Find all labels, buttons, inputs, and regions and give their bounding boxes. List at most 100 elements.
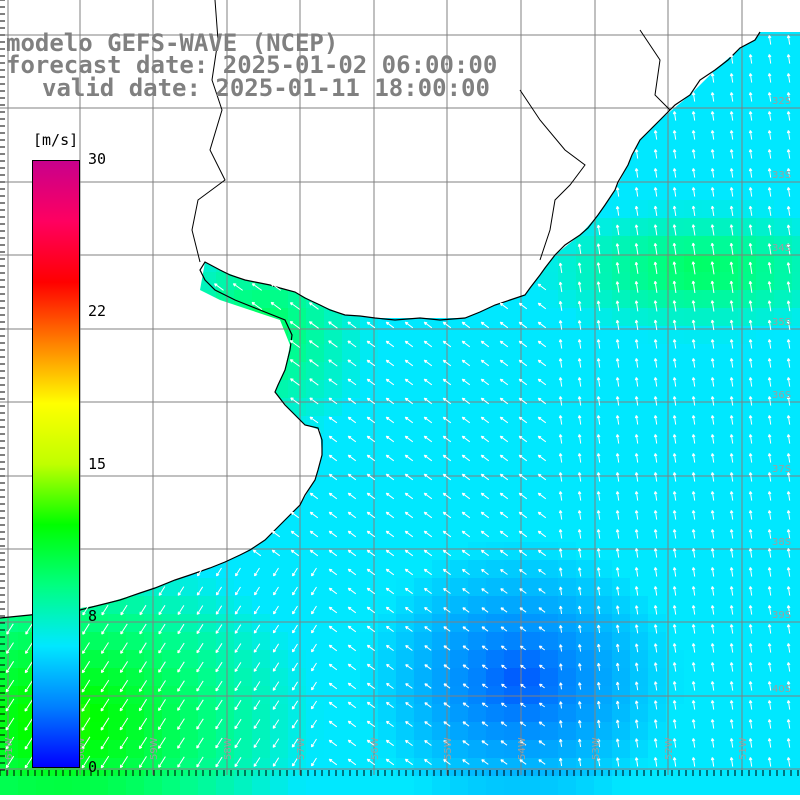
wind-arrow: [423, 359, 433, 367]
wind-arrow: [272, 681, 280, 691]
field-cell: [720, 254, 739, 273]
wind-arrow: [767, 149, 772, 159]
wind-arrow: [499, 359, 509, 367]
wind-arrow: [729, 187, 734, 197]
field-cell: [630, 578, 649, 597]
wind-arrow: [537, 511, 547, 519]
field-cell: [648, 506, 667, 525]
field-cell: [558, 272, 577, 291]
field-cell: [702, 200, 721, 219]
field-cell: [558, 470, 577, 489]
wind-arrow: [215, 680, 223, 692]
wind-arrow: [710, 700, 715, 710]
field-cell: [216, 632, 235, 651]
wind-arrow: [672, 700, 677, 710]
wind-arrow: [443, 607, 451, 613]
wind-arrow: [518, 530, 528, 538]
wind-arrow: [559, 682, 563, 690]
wind-arrow: [328, 606, 338, 614]
field-cell: [360, 506, 379, 525]
field-cell: [486, 542, 505, 561]
field-cell: [774, 740, 793, 759]
field-cell: [684, 398, 703, 417]
wind-arrow: [596, 491, 601, 501]
wind-arrow: [309, 302, 319, 310]
wind-arrow: [634, 643, 639, 653]
wind-arrow: [119, 679, 129, 693]
field-cell: [306, 632, 325, 651]
field-cell: [342, 362, 361, 381]
wind-arrow: [691, 300, 696, 312]
colorbar-tick-22: 22: [88, 302, 107, 320]
field-cell: [540, 416, 559, 435]
field-cell: [378, 470, 397, 489]
field-cell: [486, 326, 505, 345]
wind-arrow: [729, 319, 734, 331]
wind-arrow: [253, 700, 261, 711]
wind-arrow: [100, 698, 110, 712]
wind-arrow: [786, 434, 791, 444]
wind-arrow: [578, 682, 582, 690]
field-cell: [468, 560, 487, 579]
wind-arrow: [691, 280, 696, 294]
wind-arrow: [443, 588, 451, 594]
wind-arrow: [501, 664, 507, 670]
field-cell: [702, 704, 721, 723]
field-cell: [720, 434, 739, 453]
wind-arrow: [254, 567, 260, 577]
field-cell: [504, 452, 523, 471]
wind-arrow: [748, 643, 753, 653]
wind-arrow: [672, 662, 677, 672]
field-cell: [432, 704, 451, 723]
wind-arrow: [786, 415, 791, 425]
field-cell: [414, 776, 433, 795]
wind-arrow: [767, 224, 772, 236]
field-cell: [648, 740, 667, 759]
wind-arrow: [577, 586, 582, 596]
wind-arrow: [615, 624, 620, 634]
field-cell: [198, 650, 217, 669]
wind-arrow: [786, 319, 791, 330]
field-cell: [702, 452, 721, 471]
field-cell: [522, 776, 541, 795]
wind-arrow: [767, 491, 772, 501]
field-cell: [288, 362, 307, 381]
field-cell: [414, 488, 433, 507]
field-cell: [468, 416, 487, 435]
field-cell: [126, 632, 145, 651]
field-cell: [432, 488, 451, 507]
wind-arrow: [289, 359, 300, 367]
field-cell: [720, 146, 739, 165]
wind-arrow: [691, 319, 696, 331]
wind-arrow: [158, 623, 166, 635]
field-cell: [342, 434, 361, 453]
field-cell: [594, 614, 613, 633]
field-cell: [324, 560, 343, 579]
wind-arrow: [634, 548, 639, 558]
field-cell: [720, 506, 739, 525]
field-cell: [756, 434, 775, 453]
wind-arrow: [234, 643, 242, 653]
wind-arrow: [767, 243, 772, 255]
wind-arrow: [615, 548, 620, 558]
field-cell: [792, 416, 800, 435]
field-cell: [468, 704, 487, 723]
wind-arrow: [366, 625, 376, 633]
field-cell: [234, 578, 253, 597]
field-cell: [738, 380, 757, 399]
field-cell: [720, 344, 739, 363]
field-cell: [324, 614, 343, 633]
field-cell: [468, 362, 487, 381]
field-cell: [756, 38, 775, 57]
field-cell: [684, 506, 703, 525]
field-cell: [792, 488, 800, 507]
wind-arrow: [291, 662, 299, 672]
field-cell: [576, 452, 595, 471]
wind-arrow: [672, 415, 677, 425]
field-cell: [180, 776, 199, 795]
field-cell: [648, 344, 667, 363]
wind-arrow: [559, 625, 563, 633]
wind-arrow: [748, 700, 753, 710]
field-cell: [540, 596, 559, 615]
valid-date: valid date: 2025-01-11 18:00:00: [42, 74, 490, 102]
